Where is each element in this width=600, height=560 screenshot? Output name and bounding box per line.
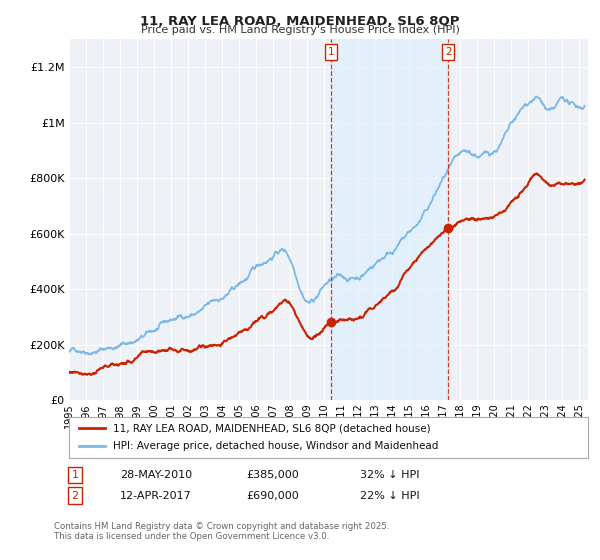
Text: 2: 2 [445,47,451,57]
Text: 22% ↓ HPI: 22% ↓ HPI [360,491,419,501]
Text: 11, RAY LEA ROAD, MAIDENHEAD, SL6 8QP: 11, RAY LEA ROAD, MAIDENHEAD, SL6 8QP [140,15,460,27]
Bar [331,39,448,400]
Text: £385,000: £385,000 [246,470,299,480]
Text: £690,000: £690,000 [246,491,299,501]
Text: 2: 2 [71,491,79,501]
Text: 32% ↓ HPI: 32% ↓ HPI [360,470,419,480]
Text: Contains HM Land Registry data © Crown copyright and database right 2025.
This d: Contains HM Land Registry data © Crown c… [54,522,389,542]
Text: Price paid vs. HM Land Registry's House Price Index (HPI): Price paid vs. HM Land Registry's House … [140,25,460,35]
Text: 28-MAY-2010: 28-MAY-2010 [120,470,192,480]
Text: HPI: Average price, detached house, Windsor and Maidenhead: HPI: Average price, detached house, Wind… [113,441,439,451]
Text: 12-APR-2017: 12-APR-2017 [120,491,192,501]
Text: 1: 1 [328,47,334,57]
Text: 11, RAY LEA ROAD, MAIDENHEAD, SL6 8QP (detached house): 11, RAY LEA ROAD, MAIDENHEAD, SL6 8QP (d… [113,423,431,433]
Text: 1: 1 [71,470,79,480]
